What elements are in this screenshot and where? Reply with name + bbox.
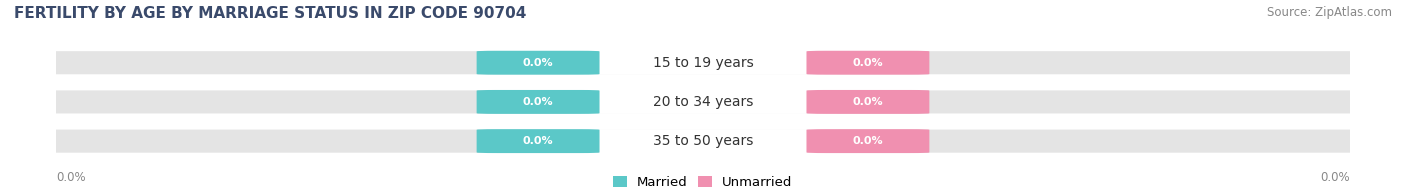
Legend: Married, Unmarried: Married, Unmarried — [613, 176, 793, 189]
FancyBboxPatch shape — [807, 129, 929, 153]
Text: 35 to 50 years: 35 to 50 years — [652, 134, 754, 148]
Text: 0.0%: 0.0% — [56, 171, 86, 183]
FancyBboxPatch shape — [567, 129, 839, 153]
FancyBboxPatch shape — [31, 50, 1375, 76]
FancyBboxPatch shape — [31, 128, 1375, 154]
Text: 0.0%: 0.0% — [523, 58, 554, 68]
Text: 0.0%: 0.0% — [1320, 171, 1350, 183]
Text: Source: ZipAtlas.com: Source: ZipAtlas.com — [1267, 6, 1392, 19]
Text: 15 to 19 years: 15 to 19 years — [652, 56, 754, 70]
Text: 0.0%: 0.0% — [852, 136, 883, 146]
Text: FERTILITY BY AGE BY MARRIAGE STATUS IN ZIP CODE 90704: FERTILITY BY AGE BY MARRIAGE STATUS IN Z… — [14, 6, 526, 21]
FancyBboxPatch shape — [807, 51, 929, 75]
Text: 0.0%: 0.0% — [523, 97, 554, 107]
FancyBboxPatch shape — [31, 89, 1375, 115]
FancyBboxPatch shape — [807, 90, 929, 114]
Text: 0.0%: 0.0% — [523, 136, 554, 146]
FancyBboxPatch shape — [567, 90, 839, 114]
FancyBboxPatch shape — [567, 51, 839, 75]
FancyBboxPatch shape — [477, 90, 599, 114]
Text: 20 to 34 years: 20 to 34 years — [652, 95, 754, 109]
Text: 0.0%: 0.0% — [852, 58, 883, 68]
FancyBboxPatch shape — [477, 129, 599, 153]
FancyBboxPatch shape — [477, 51, 599, 75]
Text: 0.0%: 0.0% — [852, 97, 883, 107]
